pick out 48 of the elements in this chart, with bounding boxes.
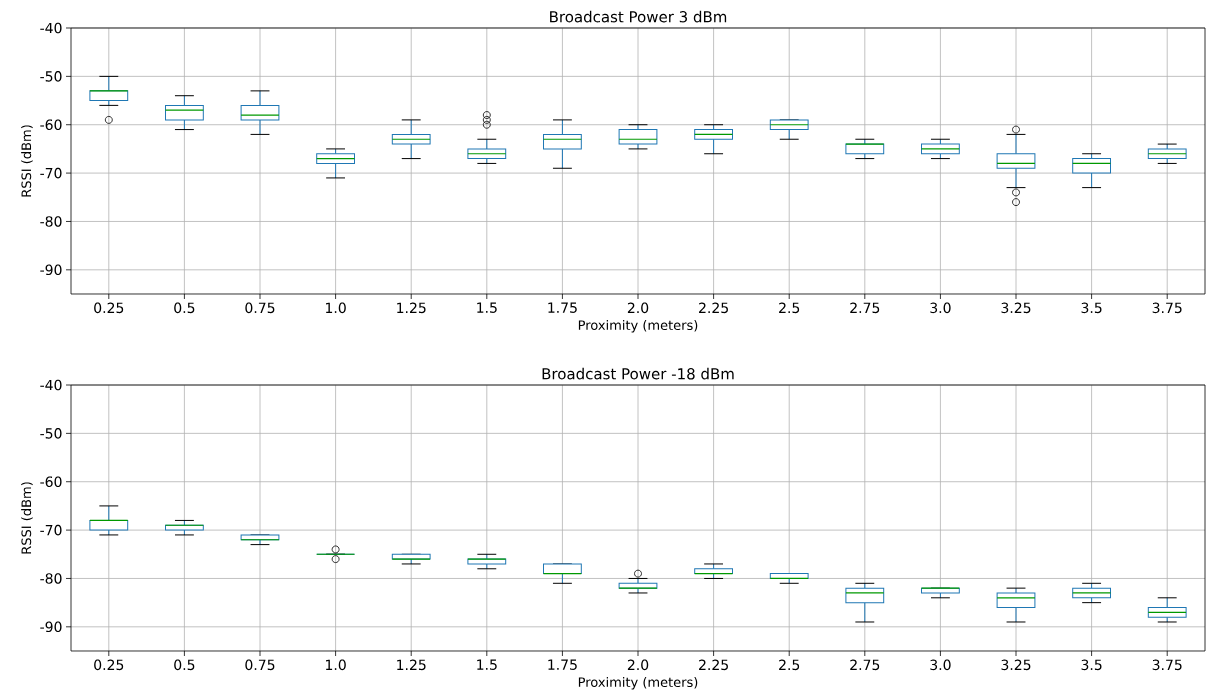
y-tick-label: -50 bbox=[40, 71, 62, 82]
x-tick-label: 3.0 bbox=[930, 659, 951, 671]
x-tick-label: 2.75 bbox=[850, 659, 880, 671]
x-tick-label: 3.5 bbox=[1081, 302, 1102, 314]
y-tick-label: -40 bbox=[40, 379, 62, 391]
chart-title: Broadcast Power 3 dBm bbox=[550, 10, 727, 23]
y-tick-label: -60 bbox=[40, 476, 62, 488]
x-tick-label: 2.0 bbox=[627, 659, 649, 671]
y-tick-label: -90 bbox=[40, 621, 62, 633]
y-tick-label: -90 bbox=[40, 264, 62, 276]
y-tick-label: -40 bbox=[40, 22, 62, 34]
x-tick-label: 1.0 bbox=[326, 302, 346, 314]
y-tick-label: -70 bbox=[40, 524, 62, 536]
x-tick-label: 3.75 bbox=[1152, 302, 1182, 314]
y-tick-label: -60 bbox=[40, 119, 62, 131]
x-tick-label: 1.5 bbox=[477, 659, 497, 670]
x-tick-label: 1.5 bbox=[477, 302, 497, 313]
x-tick-label: 3.5 bbox=[1081, 659, 1102, 671]
y-tick-label: -70 bbox=[40, 167, 62, 179]
x-tick-label: 1.75 bbox=[548, 659, 577, 670]
x-tick-label: 3.0 bbox=[930, 302, 951, 314]
y-axis-title: RSSI (dBm) bbox=[21, 482, 33, 554]
y-axis-title: RSSI (dBm) bbox=[21, 125, 33, 197]
x-axis-title: Proximity (meters) bbox=[578, 319, 698, 333]
x-tick-label: 3.25 bbox=[1001, 659, 1031, 671]
x-tick-label: 2.5 bbox=[779, 302, 800, 314]
x-tick-label: 1.75 bbox=[548, 302, 577, 313]
y-tick-label: -50 bbox=[40, 428, 62, 439]
x-tick-label: 1.25 bbox=[397, 302, 426, 314]
x-tick-label: 2.5 bbox=[779, 659, 800, 671]
x-tick-label: 0.75 bbox=[245, 302, 275, 314]
chart-title: Broadcast Power -18 dBm bbox=[542, 367, 734, 380]
x-tick-label: 0.5 bbox=[174, 302, 195, 314]
y-tick-label: -80 bbox=[40, 216, 62, 227]
x-tick-label: 2.25 bbox=[699, 659, 728, 671]
y-tick-label: -80 bbox=[40, 573, 62, 584]
x-axis-title: Proximity (meters) bbox=[578, 676, 698, 690]
x-tick-label: 2.75 bbox=[850, 302, 880, 314]
x-tick-label: 0.75 bbox=[245, 659, 275, 671]
x-tick-label: 2.0 bbox=[627, 302, 649, 314]
x-tick-label: 0.25 bbox=[94, 659, 124, 671]
x-tick-label: 0.5 bbox=[174, 659, 195, 671]
x-tick-label: 3.75 bbox=[1152, 659, 1182, 671]
x-tick-label: 3.25 bbox=[1001, 302, 1031, 314]
x-tick-label: 0.25 bbox=[94, 302, 124, 314]
x-tick-label: 2.25 bbox=[699, 302, 728, 314]
x-tick-label: 1.25 bbox=[397, 659, 426, 671]
x-tick-label: 1.0 bbox=[326, 659, 346, 671]
